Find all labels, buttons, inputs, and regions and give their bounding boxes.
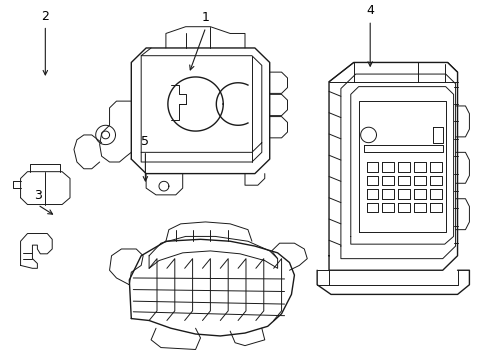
Text: 2: 2 [41, 10, 49, 23]
Text: 5: 5 [141, 135, 149, 148]
Text: 4: 4 [366, 4, 373, 17]
Text: 1: 1 [202, 12, 209, 24]
Text: 3: 3 [34, 189, 41, 202]
